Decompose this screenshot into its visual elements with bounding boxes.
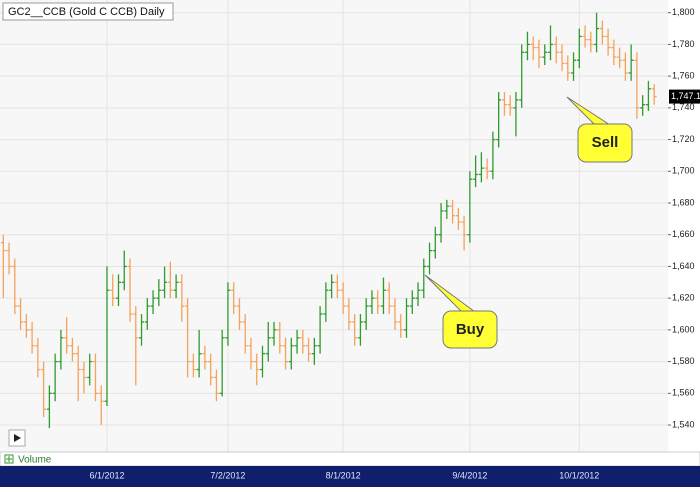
x-axis-band [0,466,700,487]
annotation: Sell [592,134,619,151]
callout-box [577,123,633,163]
callout-box [442,310,498,349]
x-tick-label: 8/1/2012 [326,470,361,480]
y-tick-label: 1,720 [672,134,695,144]
sell-callout: Sell [566,96,633,163]
y-tick-label: 1,760 [672,71,695,81]
y-tick-label: 1,580 [672,356,695,366]
x-tick-label: 7/2/2012 [210,470,245,480]
last-price-box [669,89,700,104]
plot-area [0,0,668,452]
play-icon [14,434,21,442]
y-tick-label: 1,640 [672,261,695,271]
y-tick-label: 1,620 [672,293,695,303]
y-tick-label: 1,680 [672,197,695,207]
annotation: Buy [456,321,485,338]
y-tick-label: 1,800 [672,7,695,17]
y-tick-label: 1,660 [672,229,695,239]
volume-strip [0,451,700,467]
chart-title: GC2__CCB (Gold C CCB) Daily [8,6,165,18]
y-tick-label: 1,560 [672,388,695,398]
last-price-label: 1,747.1 [671,91,700,101]
x-tick-label: 6/1/2012 [89,470,124,480]
buy-callout: Buy [424,274,498,349]
title-box [2,2,174,21]
volume-label: Volume [18,455,52,466]
x-tick-label: 9/4/2012 [452,470,487,480]
plus-icon [6,456,12,462]
y-tick-label: 1,780 [672,39,695,49]
y-axis-area [668,0,700,452]
y-tick-label: 1,740 [672,102,695,112]
y-tick-label: 1,540 [672,419,695,429]
y-tick-label: 1,700 [672,166,695,176]
y-tick-label: 1,600 [672,324,695,334]
x-tick-label: 10/1/2012 [559,470,599,480]
